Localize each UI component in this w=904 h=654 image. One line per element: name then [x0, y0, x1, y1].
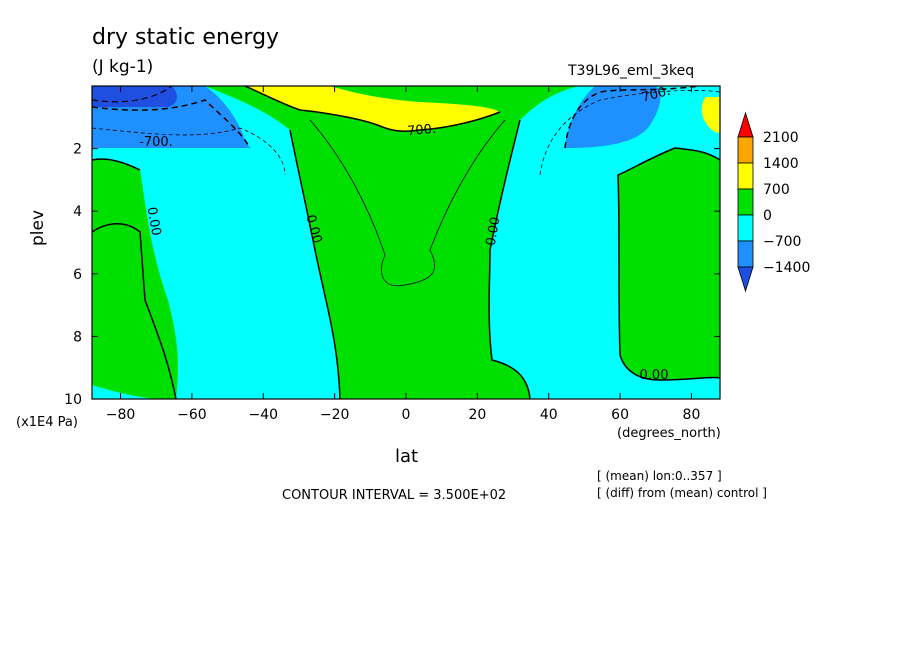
contour-minus-700-left — [92, 99, 251, 149]
x-tick-label: 0 — [402, 407, 411, 423]
band-minus-700-to-0-left — [92, 86, 340, 399]
band-700-to-1400-center — [245, 86, 500, 132]
chart-units: (J kg-1) — [92, 57, 154, 77]
contour-label: 0.00 — [484, 216, 504, 247]
contour-label: 700. — [407, 122, 437, 139]
contour-label: 700. — [640, 84, 672, 106]
x-tick-label: 60 — [611, 407, 629, 423]
contour-zero-left — [289, 129, 341, 399]
contour-minus-700-right — [564, 86, 701, 149]
chart-title: dry static energy — [92, 25, 280, 50]
contour-zero-right — [488, 119, 531, 399]
colorbar-top-arrow — [737, 111, 754, 138]
x-tick-label: 20 — [468, 407, 486, 423]
colorbar-legend: 2100 1400 700 0 −700 −1400 — [737, 111, 810, 293]
x-tick-label: −60 — [177, 407, 207, 423]
band-minus-1400-to-minus-700-right — [565, 86, 661, 148]
contour-zero-right-outer — [617, 147, 720, 381]
colorbar-segment — [737, 188, 754, 216]
colorbar-label: −1400 — [763, 260, 810, 276]
y-tick-label: 2 — [73, 142, 82, 158]
x-axis-label: lat — [395, 446, 419, 467]
y-tick-label: 8 — [73, 329, 82, 345]
x-tick-label: −40 — [248, 407, 278, 423]
colorbar-label: 1400 — [763, 156, 799, 172]
y-axis-ticks: 2 4 6 8 10 — [64, 142, 720, 408]
x-tick-label: 80 — [683, 407, 701, 423]
colorbar-segment — [737, 214, 754, 242]
y-axis-unit: (x1E4 Pa) — [16, 415, 78, 430]
x-tick-label: 40 — [540, 407, 558, 423]
band-below-minus-1400-left — [92, 86, 177, 107]
run-name: T39L96_eml_3keq — [568, 63, 695, 79]
contour-zero-top-left — [92, 158, 141, 171]
x-tick-label: −80 — [106, 407, 136, 423]
contour-350-center — [309, 119, 506, 287]
contour-minus-350-right — [539, 90, 720, 176]
contour-zero-left-outer — [92, 223, 177, 399]
y-tick-label: 6 — [73, 267, 82, 283]
colorbar-label: −700 — [763, 234, 801, 250]
contour-labels: 0.00 0.00 0.00 0.00 700. -700. 700. — [139, 84, 672, 383]
contour-minus-1050-left — [92, 86, 173, 103]
colorbar-label: 700 — [763, 182, 790, 198]
info-line-1: [ (mean) lon:0..357 ] — [597, 469, 722, 483]
x-tick-label: −20 — [320, 407, 350, 423]
contour-interval: CONTOUR INTERVAL = 3.500E+02 — [282, 488, 507, 503]
contour-minus-350-left — [92, 127, 286, 176]
colorbar-label: 2100 — [763, 130, 799, 146]
colorbar-segment — [737, 136, 754, 164]
colorbar-label: 0 — [763, 208, 772, 224]
contour-label: 0.00 — [640, 368, 669, 383]
x-axis-unit: (degrees_north) — [617, 426, 721, 441]
contour-label: 0.00 — [302, 213, 324, 245]
colorbar-bottom-arrow — [737, 266, 754, 293]
info-line-2: [ (diff) from (mean) control ] — [597, 486, 767, 500]
y-tick-label: 10 — [64, 392, 82, 408]
contour-lines — [92, 86, 720, 399]
band-minus-700-to-0-right — [489, 86, 720, 399]
x-axis-ticks: −80 −60 −40 −20 0 20 40 60 80 — [106, 86, 701, 423]
contour-label: -700. — [139, 135, 173, 150]
colorbar-segment — [737, 240, 754, 268]
contour-label: 0.00 — [144, 206, 164, 237]
y-tick-label: 4 — [73, 204, 82, 220]
colorbar-segment — [737, 162, 754, 190]
contour-700-center — [244, 86, 501, 132]
band-700-to-1400-right — [701, 97, 720, 133]
